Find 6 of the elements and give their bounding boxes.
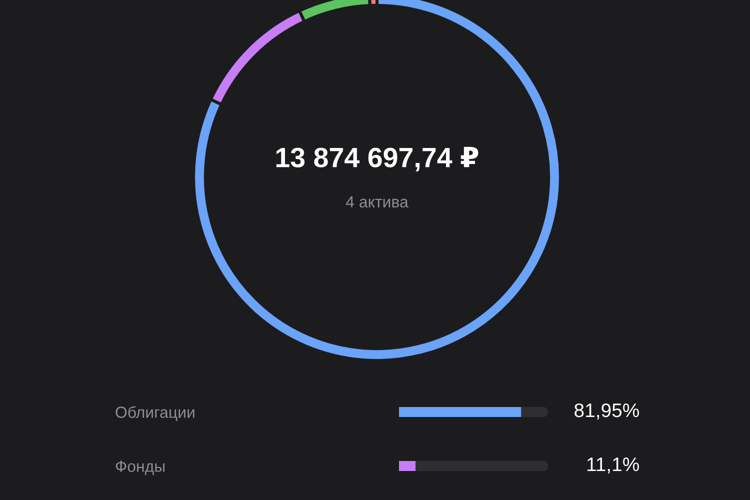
data-label: 81,95% — [574, 403, 639, 420]
y-tick-label: Облигации — [116, 406, 194, 421]
data-label: 11,1% — [587, 458, 639, 474]
y-tick-label: Фонды — [116, 460, 165, 475]
text: 13 874 697,74 ₽ — [276, 146, 478, 172]
text: 4 актива — [346, 196, 408, 208]
